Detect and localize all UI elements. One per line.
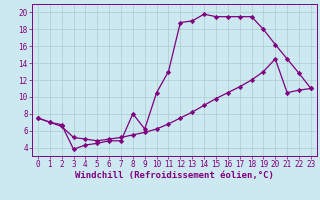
X-axis label: Windchill (Refroidissement éolien,°C): Windchill (Refroidissement éolien,°C): [75, 171, 274, 180]
